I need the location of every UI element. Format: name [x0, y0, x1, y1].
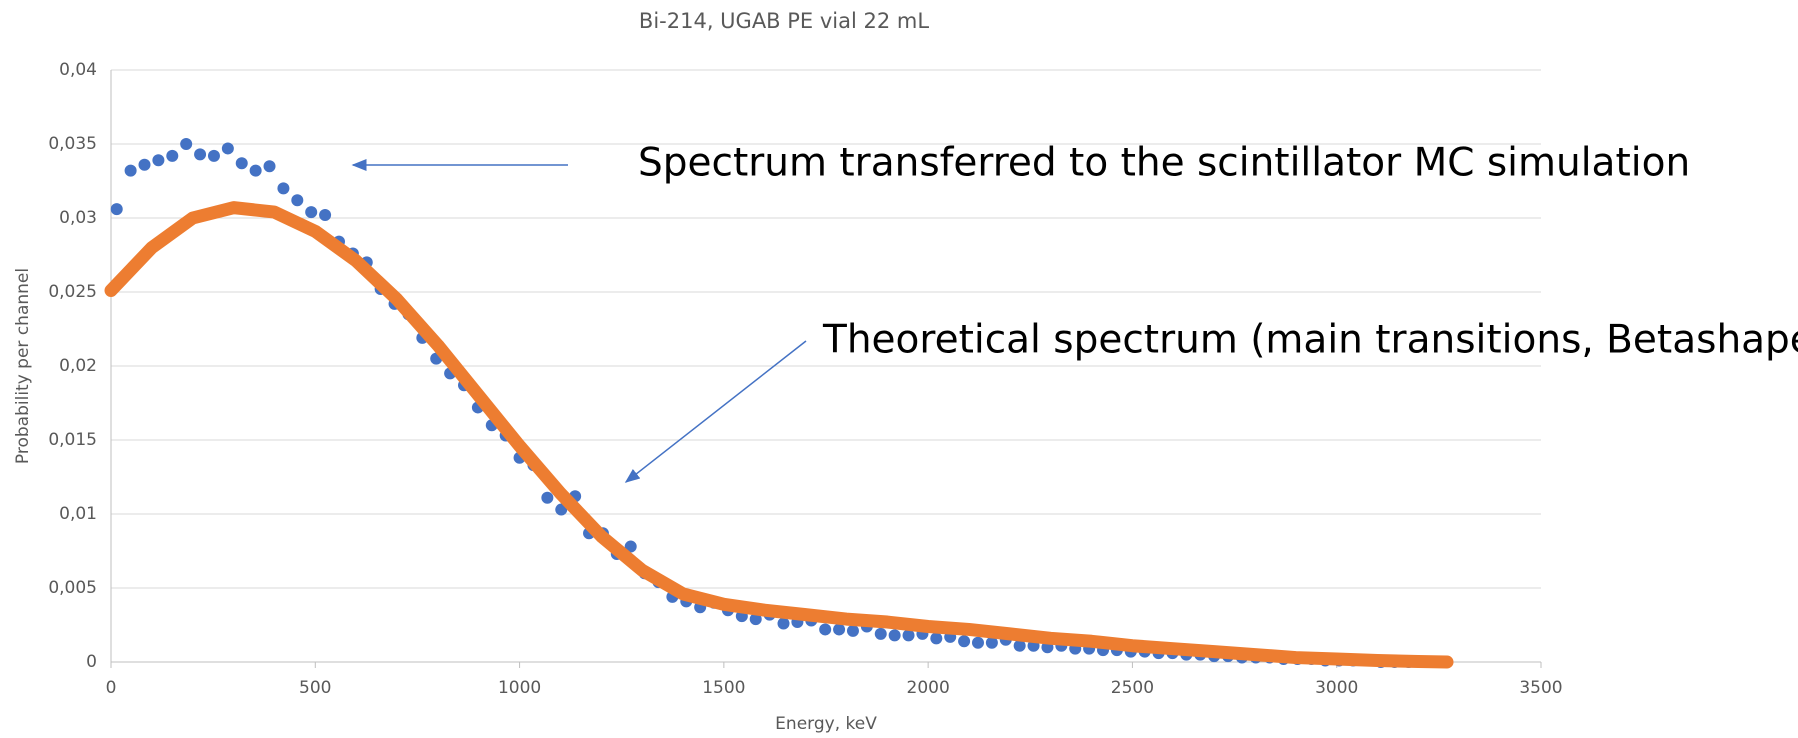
x-tick-label: 500 — [299, 678, 331, 698]
x-tick-label: 3000 — [1315, 678, 1358, 698]
x-axis-label: Energy, keV — [775, 714, 877, 734]
data-point — [902, 629, 915, 642]
data-point — [263, 160, 276, 173]
plot-area: 0 0,005 0,01 0,015 0,02 0,025 0,03 0,035 0,04 0 50… — [48, 60, 1562, 698]
data-point — [319, 209, 332, 222]
data-point — [777, 617, 790, 630]
data-point — [180, 138, 193, 150]
data-point — [749, 613, 762, 626]
y-axis-label: Probability per channel — [13, 268, 33, 464]
y-tick-label: 0,04 — [59, 60, 97, 80]
x-tick-label: 2500 — [1111, 678, 1154, 698]
data-point — [930, 632, 943, 645]
chart-title: Bi-214, UGAB PE vial 22 mL — [639, 9, 929, 33]
data-point — [235, 157, 248, 170]
x-tick-label: 1500 — [702, 678, 745, 698]
data-point — [985, 636, 998, 649]
data-point — [971, 636, 984, 649]
data-point — [1013, 639, 1026, 652]
arrow — [624, 340, 807, 483]
y-tick-label: 0,025 — [48, 282, 97, 302]
annotation: Spectrum transferred to the scintillator… — [638, 141, 1690, 186]
data-point — [624, 540, 637, 553]
data-point — [846, 624, 859, 637]
data-point — [194, 148, 207, 161]
x-tick-label: 1000 — [498, 678, 541, 698]
y-tick-label: 0,03 — [59, 208, 97, 228]
y-tick-label: 0,02 — [59, 356, 97, 376]
data-point — [819, 623, 832, 636]
x-tick-label: 3500 — [1519, 678, 1562, 698]
data-point — [124, 164, 137, 177]
x-tick-label: 2000 — [907, 678, 950, 698]
data-point — [166, 149, 179, 162]
y-tick-label: 0,01 — [59, 504, 97, 524]
x-tick-label: 0 — [106, 678, 117, 698]
data-point — [249, 164, 262, 177]
data-point — [833, 623, 846, 636]
y-tick-label: 0,035 — [48, 134, 97, 154]
data-point — [138, 158, 151, 171]
data-point — [152, 154, 165, 167]
data-point — [291, 194, 304, 207]
data-point — [110, 203, 123, 216]
annotation: Theoretical spectrum (main transitions, … — [822, 318, 1798, 363]
data-point — [874, 627, 887, 640]
data-point — [207, 149, 220, 162]
data-point — [541, 491, 554, 504]
y-tick-label: 0,005 — [48, 578, 97, 598]
data-point — [888, 629, 901, 642]
data-point — [277, 182, 290, 195]
data-point — [221, 142, 234, 155]
data-point — [305, 206, 318, 219]
data-line — [104, 201, 1454, 669]
y-tick-label: 0,015 — [48, 430, 97, 450]
y-tick-label: 0 — [86, 652, 97, 672]
data-point — [958, 635, 971, 648]
